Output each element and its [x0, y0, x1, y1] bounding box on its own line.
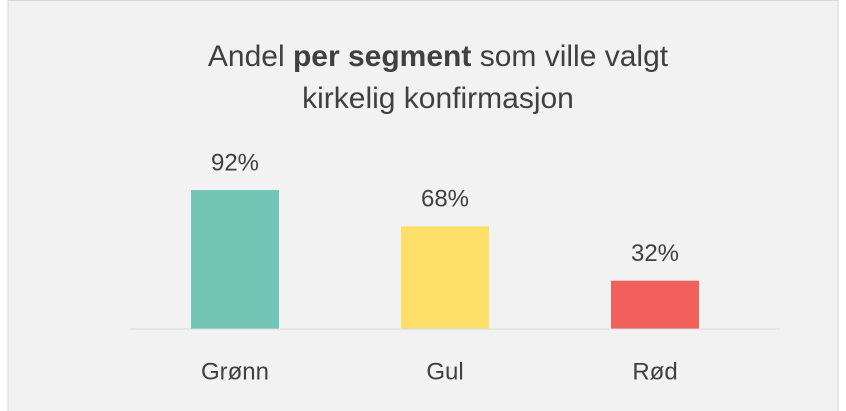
- value-label: 92%: [211, 149, 259, 176]
- bar: [401, 226, 489, 329]
- chart-title: Andel per segment som ville valgt: [208, 40, 669, 73]
- bar: [191, 190, 279, 329]
- chart-title: kirkelig konfirmasjon: [302, 82, 574, 115]
- x-tick-label: Grønn: [201, 358, 269, 385]
- value-label: 68%: [421, 186, 469, 213]
- title-run: per segment: [285, 40, 472, 73]
- x-tick-label: Gul: [426, 358, 463, 385]
- title-run: som ville valgt: [471, 40, 668, 73]
- bar: [611, 280, 699, 329]
- title-run: kirkelig konfirmasjon: [302, 82, 574, 115]
- value-label: 32%: [631, 240, 679, 267]
- title-run: Andel: [208, 40, 285, 73]
- x-tick-label: Rød: [632, 358, 677, 385]
- chart-background: [7, 0, 839, 411]
